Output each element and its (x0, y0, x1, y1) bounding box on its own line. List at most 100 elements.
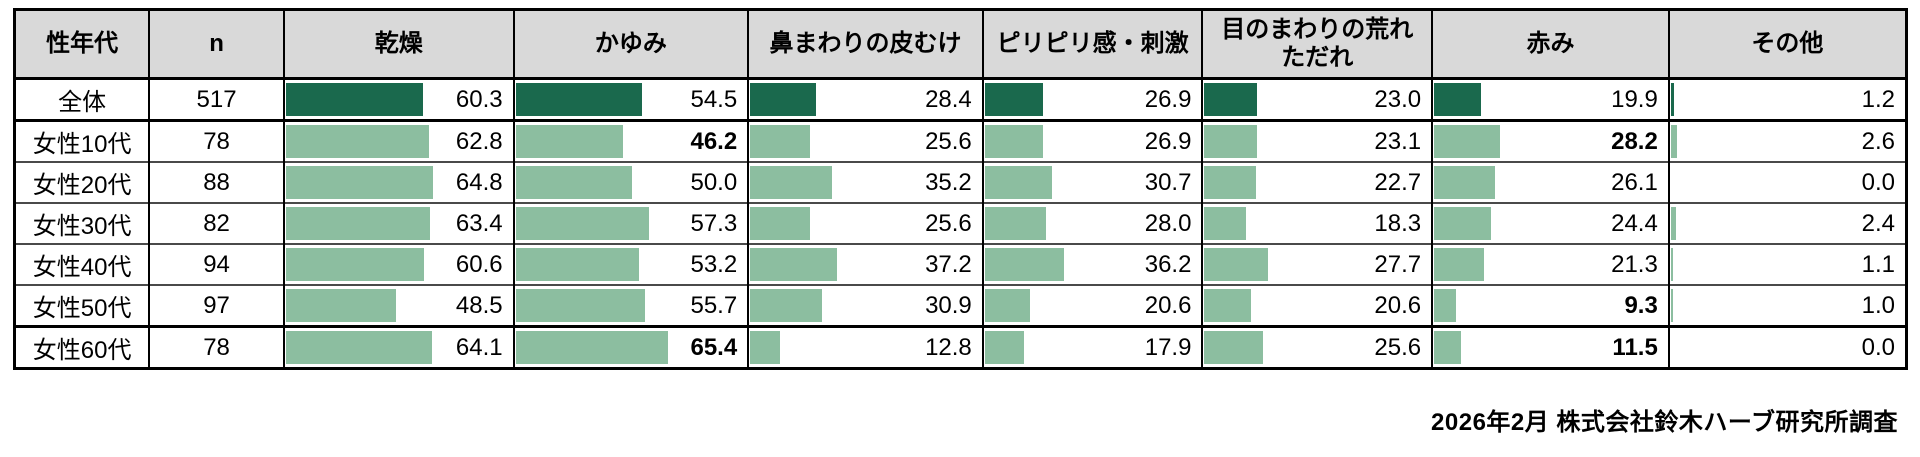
value-label: 25.6 (925, 127, 972, 155)
value-cell: 57.3 (512, 202, 749, 244)
col-header-sex-age: 性年代 (14, 9, 150, 80)
table-row: 全体 517 60.3 54.5 28.4 26.9 23.0 19.9 1.2 (14, 78, 1907, 121)
table-row: 女性10代 78 62.8 46.2 25.6 26.9 23.1 28.2 2.6 (14, 119, 1907, 162)
value-bar (750, 207, 810, 240)
value-cell: 54.5 (512, 78, 749, 121)
value-bar (750, 289, 823, 322)
value-bar (515, 125, 624, 158)
value-label: 37.2 (925, 250, 972, 278)
value-bar (1204, 331, 1263, 364)
value-label: 17.9 (1144, 333, 1192, 361)
value-cell: 60.3 (282, 78, 514, 121)
value-cell: 24.4 (1431, 202, 1669, 244)
value-label: 12.8 (925, 333, 972, 361)
row-label: 女性40代 (14, 243, 150, 285)
value-bar (515, 289, 646, 322)
value-cell: 53.2 (512, 243, 749, 285)
row-label: 女性60代 (14, 325, 150, 369)
value-label: 26.9 (1144, 85, 1192, 113)
value-label: 30.9 (925, 291, 972, 319)
value-label: 0.0 (1861, 333, 1895, 361)
value-cell: 62.8 (282, 119, 514, 162)
table-row: 女性30代 82 63.4 57.3 25.6 28.0 18.3 24.4 2.4 (14, 202, 1907, 244)
value-cell: 30.9 (747, 284, 983, 327)
value-bar (1434, 125, 1501, 158)
survey-table: 性年代 n 乾燥 かゆみ 鼻まわりの皮むけ ピリピリ感・刺激 目のまわりの荒れ … (13, 8, 1908, 370)
value-label: 22.7 (1374, 168, 1422, 196)
value-bar (1204, 289, 1252, 322)
col-header-tingling: ピリピリ感・刺激 (981, 9, 1203, 80)
value-bar (1204, 166, 1257, 199)
value-label: 54.5 (690, 85, 738, 113)
value-cell: 23.1 (1201, 119, 1433, 162)
value-label: 63.4 (455, 209, 503, 237)
value-bar (1670, 248, 1674, 281)
value-cell: 50.0 (512, 161, 749, 203)
value-label: 57.3 (690, 209, 738, 237)
value-cell: 48.5 (282, 284, 514, 327)
row-label: 女性50代 (14, 284, 150, 327)
value-label: 20.6 (1144, 291, 1192, 319)
value-cell: 19.9 (1431, 78, 1669, 121)
col-header-nose-peeling: 鼻まわりの皮むけ (747, 9, 983, 80)
value-cell: 1.2 (1667, 78, 1907, 121)
table-row: 女性60代 78 64.1 65.4 12.8 17.9 25.6 11.5 0.0 (14, 325, 1907, 369)
value-label: 18.3 (1374, 209, 1422, 237)
value-bar (750, 125, 810, 158)
value-label: 30.7 (1144, 168, 1192, 196)
value-bar (984, 166, 1052, 199)
n-value: 78 (148, 119, 284, 162)
value-bar (515, 166, 632, 199)
value-bar (515, 248, 640, 281)
value-cell: 21.3 (1431, 243, 1669, 285)
source-note: 2026年2月 株式会社鈴木ハーブ研究所調査 (1431, 409, 1898, 436)
value-cell: 65.4 (512, 325, 749, 369)
value-cell: 46.2 (512, 119, 749, 162)
value-bar (750, 83, 817, 116)
header-row: 性年代 n 乾燥 かゆみ 鼻まわりの皮むけ ピリピリ感・刺激 目のまわりの荒れ … (14, 9, 1907, 80)
value-label: 24.4 (1611, 209, 1658, 237)
value-cell: 1.1 (1667, 243, 1907, 285)
value-bar (515, 83, 643, 116)
value-bar (984, 289, 1030, 322)
value-cell: 28.0 (981, 202, 1203, 244)
value-bar (1670, 207, 1677, 240)
value-bar (1670, 289, 1674, 322)
value-cell: 2.4 (1667, 202, 1907, 244)
value-label: 64.8 (455, 168, 503, 196)
value-bar (984, 83, 1044, 116)
value-bar (285, 331, 432, 364)
value-label: 28.2 (1611, 127, 1658, 155)
value-cell: 18.3 (1201, 202, 1433, 244)
value-cell: 22.7 (1201, 161, 1433, 203)
value-label: 62.8 (455, 127, 503, 155)
value-cell: 37.2 (747, 243, 983, 285)
col-header-other: その他 (1667, 9, 1907, 80)
value-bar (1434, 331, 1462, 364)
value-bar (285, 289, 397, 322)
table-body: 全体 517 60.3 54.5 28.4 26.9 23.0 19.9 1.2 女性10代 78 6… (14, 78, 1907, 369)
row-label: 全体 (14, 78, 150, 121)
value-label: 1.0 (1861, 291, 1895, 319)
value-label: 25.6 (1374, 333, 1422, 361)
value-label: 21.3 (1611, 250, 1658, 278)
value-cell: 0.0 (1667, 161, 1907, 203)
value-bar (1204, 125, 1258, 158)
value-bar (515, 207, 649, 240)
value-bar (1434, 83, 1481, 116)
value-bar (1434, 166, 1496, 199)
n-value: 78 (148, 325, 284, 369)
value-label: 1.1 (1861, 250, 1895, 278)
value-bar (285, 248, 424, 281)
value-cell: 28.2 (1431, 119, 1669, 162)
col-header-dryness: 乾燥 (282, 9, 514, 80)
table-row: 女性20代 88 64.8 50.0 35.2 30.7 22.7 26.1 0.0 (14, 161, 1907, 203)
value-cell: 64.1 (282, 325, 514, 369)
value-cell: 55.7 (512, 284, 749, 327)
value-cell: 26.9 (981, 119, 1203, 162)
value-bar (1670, 83, 1674, 116)
value-cell: 0.0 (1667, 325, 1907, 369)
value-cell: 64.8 (282, 161, 514, 203)
n-value: 82 (148, 202, 284, 244)
value-cell: 27.7 (1201, 243, 1433, 285)
